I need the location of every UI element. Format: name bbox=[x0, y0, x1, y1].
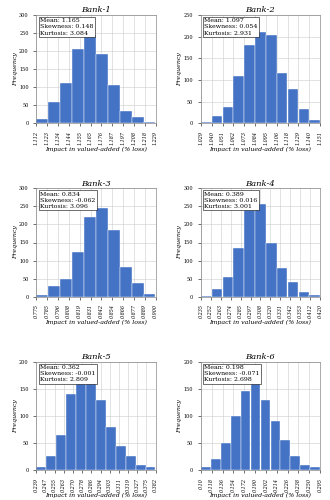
Bar bbox=[241, 392, 250, 470]
Bar bbox=[36, 119, 48, 124]
Bar bbox=[120, 267, 132, 296]
Bar bbox=[120, 110, 132, 124]
Bar bbox=[266, 242, 277, 296]
Bar bbox=[60, 280, 72, 296]
Bar bbox=[96, 208, 108, 296]
Bar bbox=[126, 456, 136, 470]
Bar bbox=[48, 102, 60, 124]
Bar bbox=[244, 46, 255, 124]
Bar bbox=[72, 50, 84, 124]
Y-axis label: Frequency: Frequency bbox=[13, 226, 17, 260]
Bar bbox=[201, 122, 212, 124]
Title: Bank-4: Bank-4 bbox=[246, 180, 275, 188]
Bar bbox=[310, 468, 320, 470]
Bar bbox=[280, 440, 290, 470]
Bar bbox=[299, 292, 309, 296]
Bar bbox=[211, 459, 221, 470]
Bar bbox=[299, 110, 309, 124]
Bar bbox=[132, 283, 144, 296]
Bar bbox=[46, 456, 56, 470]
Bar bbox=[221, 443, 231, 470]
Bar bbox=[96, 400, 106, 470]
Title: Bank-1: Bank-1 bbox=[81, 6, 111, 14]
Bar bbox=[201, 468, 211, 470]
Bar bbox=[36, 468, 46, 470]
Title: Bank-5: Bank-5 bbox=[81, 353, 111, 361]
Bar bbox=[106, 426, 116, 470]
Bar bbox=[255, 204, 266, 296]
X-axis label: Impact in valued-added (% loss): Impact in valued-added (% loss) bbox=[45, 320, 147, 325]
Bar bbox=[132, 117, 144, 123]
Bar bbox=[223, 108, 233, 124]
Bar bbox=[300, 464, 310, 470]
Bar bbox=[212, 290, 222, 296]
X-axis label: Impact in valued-added (% loss): Impact in valued-added (% loss) bbox=[45, 493, 147, 498]
Bar bbox=[261, 400, 270, 470]
Title: Bank-2: Bank-2 bbox=[246, 6, 275, 14]
Bar bbox=[234, 76, 244, 124]
Bar bbox=[56, 435, 66, 470]
Bar bbox=[116, 446, 126, 470]
Bar bbox=[231, 416, 241, 470]
Bar bbox=[76, 370, 86, 470]
Text: Mean: 0.834
Skewness: -0.062
Kurtosis: 3.096: Mean: 0.834 Skewness: -0.062 Kurtosis: 3… bbox=[40, 192, 95, 209]
X-axis label: Impact in valued-added (% loss): Impact in valued-added (% loss) bbox=[210, 320, 312, 325]
Bar bbox=[136, 464, 146, 470]
Bar bbox=[146, 468, 155, 470]
Bar bbox=[271, 421, 280, 470]
Bar bbox=[84, 35, 96, 124]
Bar bbox=[277, 268, 287, 296]
Bar bbox=[244, 210, 255, 296]
Bar bbox=[290, 456, 300, 470]
Bar bbox=[108, 230, 120, 296]
Bar bbox=[144, 122, 155, 124]
Text: Mean: 0.198
Skewness: -0.071
Kurtosis: 2.698: Mean: 0.198 Skewness: -0.071 Kurtosis: 2… bbox=[204, 365, 260, 382]
Bar bbox=[212, 116, 222, 123]
Text: Mean: 0.362
Skewness: -0.001
Kurtosis: 2.809: Mean: 0.362 Skewness: -0.001 Kurtosis: 2… bbox=[40, 365, 95, 382]
Bar bbox=[288, 282, 298, 296]
Y-axis label: Frequency: Frequency bbox=[13, 399, 17, 433]
Y-axis label: Frequency: Frequency bbox=[177, 399, 182, 433]
Title: Bank-3: Bank-3 bbox=[81, 180, 111, 188]
Bar bbox=[108, 84, 120, 124]
Y-axis label: Frequency: Frequency bbox=[13, 52, 17, 86]
Bar bbox=[144, 294, 155, 296]
X-axis label: Impact in valued-added (% loss): Impact in valued-added (% loss) bbox=[210, 146, 312, 152]
Bar bbox=[277, 73, 287, 124]
Bar bbox=[86, 375, 96, 470]
Bar bbox=[223, 277, 233, 296]
Y-axis label: Frequency: Frequency bbox=[177, 52, 182, 86]
Text: Mean: 1.097
Skewness: 0.054
Kurtosis: 2.931: Mean: 1.097 Skewness: 0.054 Kurtosis: 2.… bbox=[204, 18, 258, 36]
Bar bbox=[36, 295, 48, 296]
Bar bbox=[96, 54, 108, 124]
Bar bbox=[66, 394, 76, 470]
Bar bbox=[72, 252, 84, 296]
Bar bbox=[60, 83, 72, 124]
Y-axis label: Frequency: Frequency bbox=[177, 226, 182, 260]
Bar bbox=[48, 286, 60, 296]
Bar bbox=[251, 384, 260, 470]
Bar bbox=[266, 36, 277, 124]
Bar bbox=[288, 88, 298, 124]
Text: Mean: 1.165
Skewness: 0.148
Kurtosis: 3.084: Mean: 1.165 Skewness: 0.148 Kurtosis: 3.… bbox=[40, 18, 93, 36]
Bar bbox=[234, 248, 244, 296]
Bar bbox=[309, 295, 320, 296]
X-axis label: Impact in valued-added (% loss): Impact in valued-added (% loss) bbox=[45, 146, 147, 152]
X-axis label: Impact in valued-added (% loss): Impact in valued-added (% loss) bbox=[210, 493, 312, 498]
Bar bbox=[309, 120, 320, 124]
Bar bbox=[255, 32, 266, 124]
Bar bbox=[84, 217, 96, 296]
Title: Bank-6: Bank-6 bbox=[246, 353, 275, 361]
Text: Mean: 0.389
Skewness: 0.016
Kurtosis: 3.001: Mean: 0.389 Skewness: 0.016 Kurtosis: 3.… bbox=[204, 192, 258, 209]
